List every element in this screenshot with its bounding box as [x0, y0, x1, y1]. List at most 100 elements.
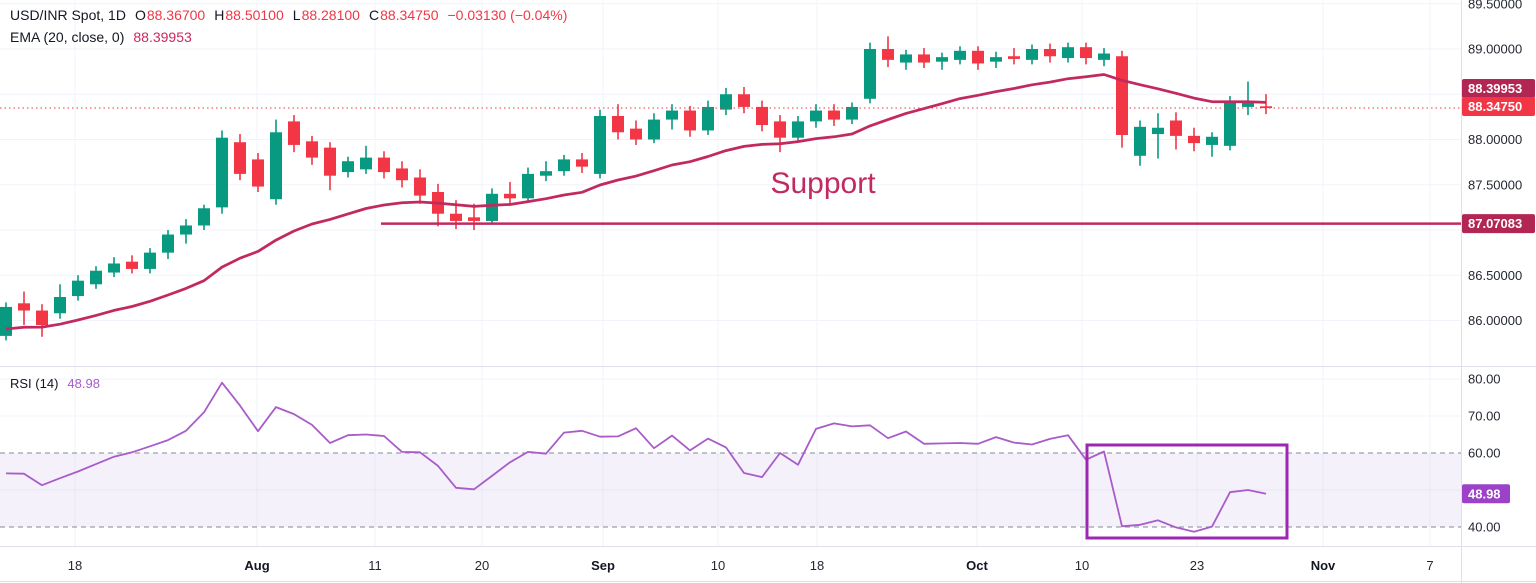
- candle-body: [1044, 49, 1056, 57]
- candle-body: [1062, 47, 1074, 59]
- price-axis[interactable]: 89.50000 89.00000 88.00000 87.50000 86.50000…: [1468, 0, 1522, 328]
- ema-legend[interactable]: EMA (20, close, 0) 88.39953: [10, 29, 192, 45]
- candle-body: [144, 252, 156, 269]
- candle-body: [1080, 47, 1092, 59]
- price-tick-label: 89.50000: [1468, 0, 1522, 11]
- price-tick-label: 86.00000: [1468, 313, 1522, 328]
- candle-body: [684, 110, 696, 131]
- ema-line[interactable]: [5, 73, 1267, 331]
- time-axis[interactable]: 18 Aug 11 20 Sep 10 18 Oct 10 23 Nov 7: [68, 558, 1434, 573]
- candle-body: [252, 159, 264, 187]
- candle-body: [1206, 136, 1218, 145]
- time-tick-day: 10: [711, 558, 725, 573]
- candle-body: [504, 193, 516, 199]
- candle-body: [90, 270, 102, 285]
- vertical-gridlines: [74, 0, 1431, 546]
- rsi-band: [0, 378, 1461, 528]
- rsi-label[interactable]: RSI (14): [10, 376, 59, 391]
- price-badge: [1462, 79, 1535, 98]
- price-badge-label: 88.34750: [1468, 99, 1522, 114]
- ema-value: 88.39953: [133, 29, 192, 45]
- time-tick-day: 10: [1075, 558, 1089, 573]
- candle-body: [1242, 101, 1254, 107]
- candle-body: [414, 177, 426, 196]
- time-tick-day: 23: [1190, 558, 1204, 573]
- candle-body: [576, 159, 588, 167]
- rsi-axis[interactable]: 80.00 70.00 60.00 40.00: [1468, 372, 1501, 535]
- change-value: −0.03130 (−0.04%): [447, 7, 568, 23]
- candle-body: [864, 49, 876, 99]
- candle-body: [396, 168, 408, 181]
- open-value: 88.36700: [146, 7, 206, 23]
- time-tick-month: Nov: [1311, 558, 1336, 573]
- rsi-tick-label: 70.00: [1468, 409, 1501, 424]
- close-value: 88.34750: [380, 7, 439, 23]
- time-tick-month: Aug: [244, 558, 269, 573]
- low-label: L: [292, 7, 301, 23]
- time-tick-day: 18: [68, 558, 82, 573]
- price-badge: [1462, 97, 1535, 116]
- candle-body: [234, 142, 246, 174]
- ohlc-high: H 88.50100: [214, 7, 284, 23]
- candle-body: [666, 110, 678, 120]
- low-value: 88.28100: [301, 7, 360, 23]
- candle-body: [990, 57, 1002, 62]
- candle-body: [198, 208, 210, 226]
- candle-body: [954, 50, 966, 60]
- candle-body: [468, 217, 480, 221]
- candle-body: [792, 121, 804, 138]
- symbol-title[interactable]: USD/INR Spot, 1D: [10, 7, 126, 23]
- time-tick-day: 20: [475, 558, 489, 573]
- candle-body: [702, 106, 714, 131]
- candle-body: [162, 234, 174, 253]
- candle-body: [72, 280, 84, 297]
- candle-body: [342, 161, 354, 173]
- candle-body: [180, 225, 192, 235]
- time-tick-month: Oct: [966, 558, 988, 573]
- candle-body: [522, 173, 534, 199]
- candle-body: [1170, 120, 1182, 136]
- candle-body: [270, 132, 282, 200]
- candle-body: [756, 106, 768, 126]
- rsi-legend[interactable]: RSI (14) 48.98: [10, 376, 100, 391]
- candle-body: [378, 157, 390, 173]
- ohlc-open: O 88.36700: [135, 7, 205, 23]
- candle-body: [1116, 56, 1128, 135]
- candlestick-series[interactable]: [0, 36, 1272, 341]
- rsi-badge-label: 48.98: [1468, 486, 1501, 501]
- candle-body: [648, 119, 660, 140]
- candle-body: [18, 303, 30, 311]
- candle-body: [360, 157, 372, 170]
- candle-body: [882, 49, 894, 60]
- ohlc-close: C 88.34750: [369, 7, 439, 23]
- candle-body: [1224, 102, 1236, 146]
- rsi-highlight-box[interactable]: [1085, 443, 1289, 540]
- rsi-badge: [1462, 484, 1510, 504]
- candle-body: [630, 128, 642, 140]
- candle-body: [1134, 126, 1146, 156]
- close-label: C: [368, 7, 380, 23]
- candle-body: [936, 57, 948, 62]
- candle-body: [558, 159, 570, 172]
- candle-body: [846, 106, 858, 120]
- candle-body: [126, 261, 138, 269]
- rsi-line[interactable]: [5, 381, 1267, 533]
- time-tick-day: 11: [368, 558, 382, 573]
- symbol-legend[interactable]: USD/INR Spot, 1D O 88.36700 H 88.50100 L 88…: [10, 7, 567, 23]
- open-label: O: [134, 7, 146, 23]
- support-label[interactable]: Support: [770, 167, 876, 200]
- price-tick-label: 88.00000: [1468, 132, 1522, 147]
- candle-body: [900, 54, 912, 63]
- candle-body: [1152, 127, 1164, 135]
- high-value: 88.50100: [225, 7, 284, 23]
- ema-label[interactable]: EMA (20, close, 0): [10, 29, 125, 45]
- candle-body: [324, 147, 336, 176]
- price-tick-label: 86.50000: [1468, 268, 1522, 283]
- price-tick-label: 89.00000: [1468, 42, 1522, 57]
- candle-body: [216, 137, 228, 208]
- price-badge: [1462, 214, 1535, 234]
- price-gridlines: [0, 3, 1461, 321]
- candle-body: [1260, 106, 1272, 109]
